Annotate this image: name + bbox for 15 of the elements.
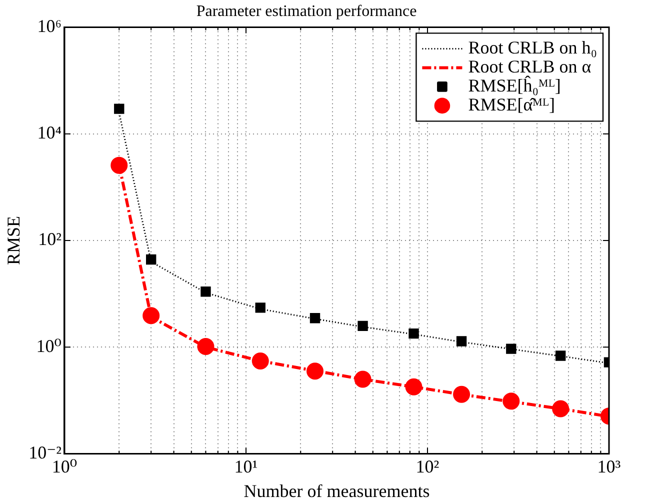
y-tick-label: 10²: [38, 229, 62, 250]
legend-label: RMSE[ĥ₀ᴹᴸ]: [468, 75, 561, 96]
x-axis-title: Number of measurements: [244, 480, 430, 501]
y-axis-title: RMSE: [4, 216, 24, 266]
x-tick-label: 10⁰: [52, 456, 78, 476]
legend-label: Root CRLB on h₀: [468, 37, 597, 58]
y-tick-label: 10⁶: [37, 16, 62, 36]
x-tick-label: 10³: [597, 456, 622, 476]
x-tick-label: 10¹: [234, 456, 258, 476]
legend-label: Root CRLB on α: [468, 56, 592, 76]
legend-label: RMSE[α̂ᴹᴸ]: [468, 94, 556, 114]
chart-title: Parameter estimation performance: [196, 2, 417, 20]
x-tick-label: 10²: [416, 456, 440, 476]
y-tick-label: 10⁴: [37, 122, 62, 143]
y-tick-label: 10⁰: [36, 336, 62, 356]
